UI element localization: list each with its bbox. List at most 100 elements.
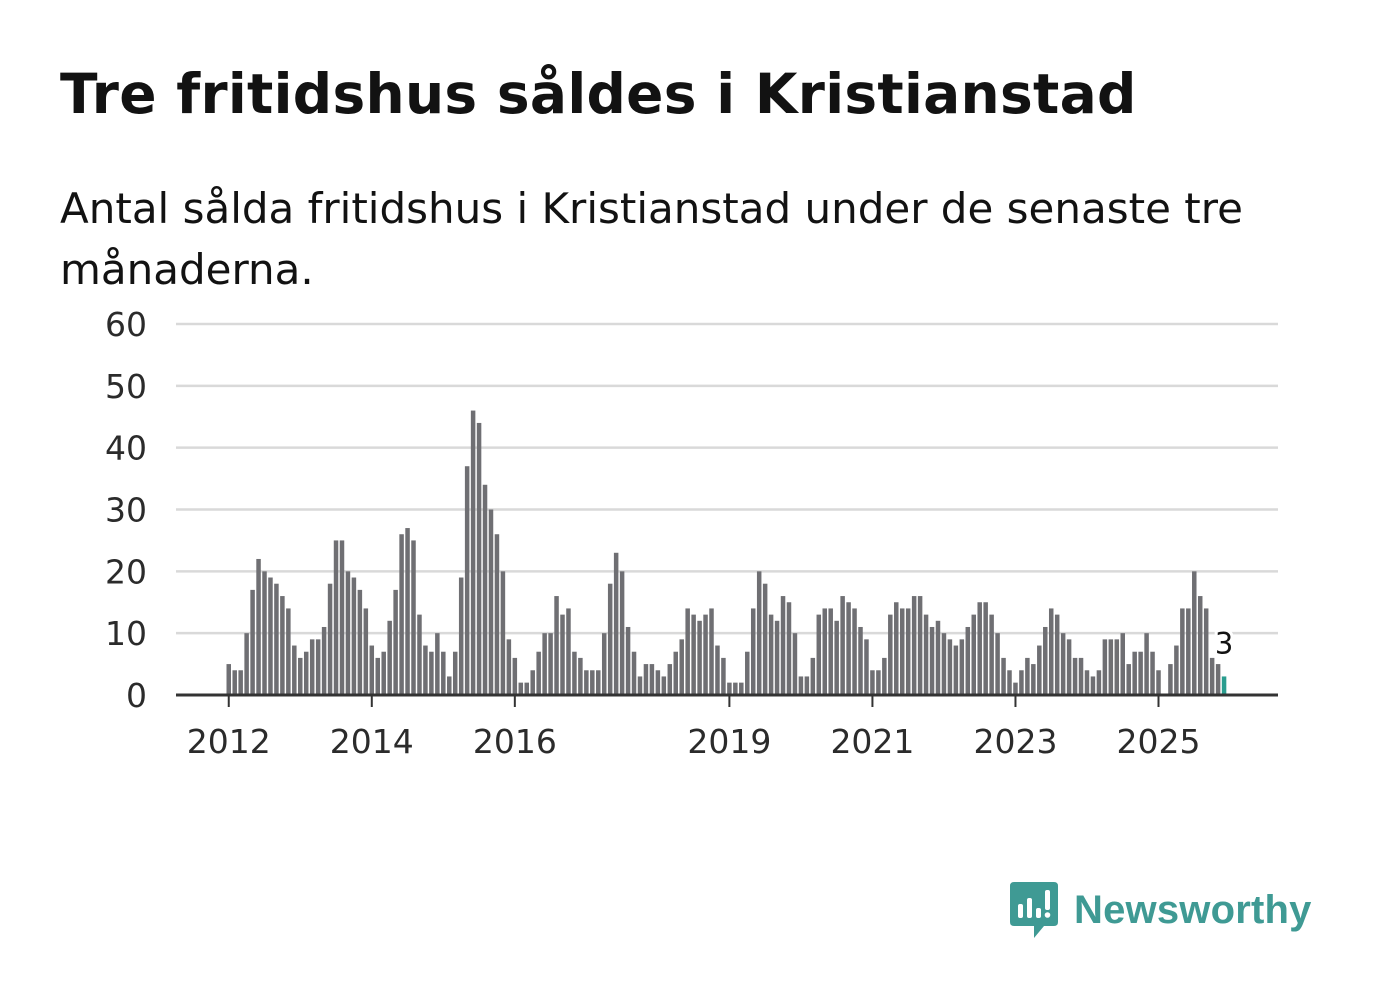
bar [965,626,971,695]
bar [1043,626,1048,695]
bar [405,528,410,695]
bar-series [226,410,1227,695]
bar [274,583,279,695]
bar [482,484,488,695]
bar [560,614,565,695]
bar [745,651,750,695]
bar [947,639,953,695]
bar [894,602,899,695]
bar [542,633,547,695]
bar [941,633,947,695]
bar [250,589,255,695]
bar [226,664,231,695]
bar [512,657,518,695]
bar [911,596,917,695]
bar [756,571,762,695]
bar [1192,571,1197,695]
bar [882,657,887,695]
bar [590,670,595,695]
bar [1007,670,1012,695]
bar [780,596,786,695]
x-tick-label: 2023 [973,722,1057,761]
bar [1203,608,1209,695]
bar [828,608,833,695]
bar [1037,645,1042,695]
bar [387,620,392,695]
bar [1120,633,1125,695]
bar [899,608,905,695]
bar [238,670,243,695]
bar [923,614,929,695]
bar [256,558,261,695]
bar [470,410,476,695]
bar [554,596,559,695]
bar [441,651,446,695]
bar [399,534,404,695]
bar [876,670,881,695]
bar [447,676,452,695]
x-tick-label: 2019 [687,722,771,761]
bar [643,664,649,695]
bar [369,645,375,695]
bar [423,645,428,695]
bar [572,651,577,695]
bar [971,614,976,695]
bar [298,657,303,695]
y-tick-label: 60 [105,305,147,344]
bar [804,676,810,695]
chart-title: Tre fritidshus såldes i Kristianstad [60,62,1137,126]
bar [768,614,774,695]
bar [1114,639,1120,695]
bar [1102,639,1108,695]
y-tick-label: 40 [105,429,147,468]
bar [1072,657,1078,695]
bar [1048,608,1054,695]
bar [1186,608,1191,695]
bar [1001,657,1006,695]
bar [292,645,297,695]
bar [774,620,780,695]
bar [429,651,434,695]
bar [1144,633,1149,695]
bar [506,639,512,695]
bar [286,608,291,695]
brand-name: Newsworthy [1074,887,1312,932]
x-tick-label: 2016 [473,722,557,761]
bar [852,608,857,695]
bar [530,670,535,695]
bar [631,651,637,695]
bar [315,639,321,695]
bar [917,596,923,695]
newsworthy-logo: Newsworthy [1010,878,1312,942]
bar [1197,596,1203,695]
bar [566,608,571,695]
x-tick-label: 2014 [330,722,414,761]
y-axis: 0 10 20 30 40 50 60 [105,305,147,715]
bar [500,571,506,695]
bar [655,670,661,695]
bar [1209,657,1215,695]
bar [834,620,839,695]
bar [363,608,369,695]
bar [1019,670,1024,695]
bar [607,583,613,695]
bar [613,552,619,695]
bar [822,608,827,695]
bar [476,422,482,695]
bar [792,633,798,695]
bar [667,664,673,695]
bar [715,645,720,695]
bar [625,626,631,695]
bar [1180,608,1185,695]
bar [357,589,363,695]
bar [268,577,273,695]
bar [619,571,625,695]
bar [798,676,804,695]
bar [333,540,339,695]
chart-subtitle: Antal sålda fritidshus i Kristianstad un… [60,184,1243,294]
bar [661,676,667,695]
bar [411,540,416,695]
bar [1031,664,1036,695]
bar [739,682,744,695]
